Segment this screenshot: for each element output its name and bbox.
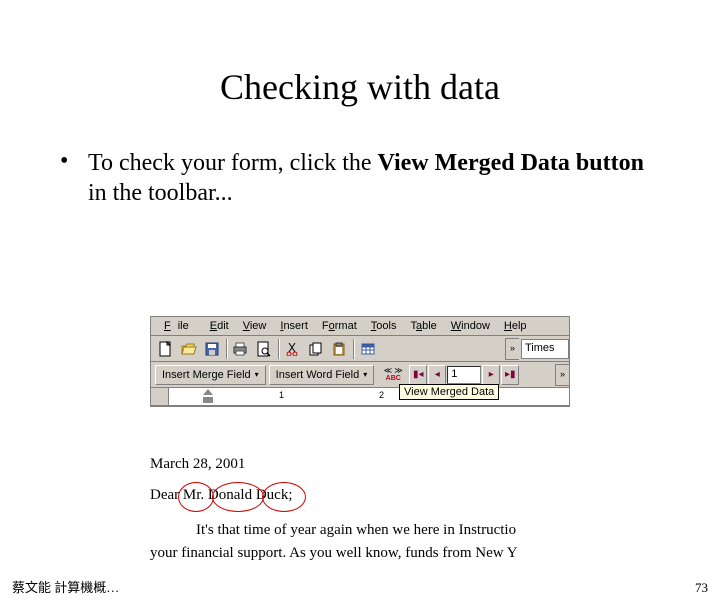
menu-table[interactable]: Table [403, 318, 443, 334]
doc-body-1: It's that time of year again when we her… [196, 522, 650, 539]
paste-button[interactable] [328, 338, 350, 360]
first-record-button[interactable]: ▮◂ [409, 365, 427, 385]
new-doc-icon [159, 341, 173, 357]
view-merged-data-button[interactable]: ≪ ≫ ABC [380, 364, 406, 386]
greeting-first: Donald [208, 487, 252, 503]
insert-table-button[interactable] [357, 338, 379, 360]
save-button[interactable] [201, 338, 223, 360]
copy-icon [309, 342, 323, 356]
cut-icon [286, 342, 300, 356]
doc-greeting: Dear Mr. Donald Duck; [150, 487, 650, 504]
paste-icon [332, 342, 346, 356]
menu-help[interactable]: Help [497, 318, 534, 334]
mailmerge-overflow[interactable]: » [555, 364, 569, 386]
ruler[interactable]: 1 2 3 [151, 388, 569, 406]
hanging-indent-marker[interactable] [203, 397, 213, 403]
menu-edit[interactable]: Edit [203, 318, 236, 334]
slide-number: 73 [695, 580, 708, 596]
separator [278, 339, 280, 359]
menu-tools[interactable]: Tools [364, 318, 404, 334]
bullet-suffix: in the toolbar... [88, 180, 233, 206]
first-line-indent-marker[interactable] [203, 389, 213, 395]
open-button[interactable] [178, 338, 200, 360]
doc-body-2: your financial support. As you well know… [150, 545, 650, 562]
save-icon [205, 342, 219, 356]
mailmerge-toolbar: Insert Merge Field▾ Insert Word Field▾ ≪… [151, 362, 569, 388]
cut-button[interactable] [282, 338, 304, 360]
record-number-box[interactable]: 1 [447, 366, 481, 384]
last-record-button[interactable]: ▸▮ [501, 365, 519, 385]
print-preview-icon [257, 341, 271, 357]
word-screenshot: File Edit View Insert Format Tools Table… [150, 316, 570, 407]
menu-format[interactable]: Format [315, 318, 364, 334]
greeting-last: Duck [256, 487, 289, 503]
toolbar-overflow[interactable]: » [505, 338, 519, 360]
font-name-box[interactable]: Times [521, 339, 569, 359]
separator [353, 339, 355, 359]
document-snippet: March 28, 2001 Dear Mr. Donald Duck; It'… [150, 456, 650, 568]
menu-insert[interactable]: Insert [273, 318, 315, 334]
table-icon [361, 343, 375, 355]
bullet-prefix: To check your form, click the [88, 150, 378, 176]
separator [226, 339, 228, 359]
doc-date: March 28, 2001 [150, 456, 650, 473]
view-merged-data-tooltip: View Merged Data [399, 384, 499, 400]
menu-view[interactable]: View [236, 318, 274, 334]
open-icon [181, 342, 197, 356]
standard-toolbar: » Times [151, 336, 569, 362]
copy-button[interactable] [305, 338, 327, 360]
print-button[interactable] [230, 338, 252, 360]
ruler-mark-2: 2 [379, 390, 384, 400]
bullet-marker: • [60, 148, 88, 208]
print-icon [233, 342, 249, 356]
ruler-mark-1: 1 [279, 390, 284, 400]
bullet-bold: View Merged Data button [378, 150, 644, 176]
slide-title: Checking with data [0, 66, 720, 108]
bullet-text: To check your form, click the View Merge… [88, 148, 660, 208]
menu-file[interactable]: File [157, 318, 203, 334]
footer-left: 蔡文能 計算機概… [12, 577, 119, 596]
bullet-block: • To check your form, click the View Mer… [60, 148, 660, 208]
greeting-suffix: ; [288, 487, 292, 503]
print-preview-button[interactable] [253, 338, 275, 360]
new-doc-button[interactable] [155, 338, 177, 360]
abc-icon: ABC [386, 375, 401, 382]
next-record-button[interactable]: ▸ [482, 365, 500, 385]
insert-merge-field-label: Insert Merge Field [162, 369, 251, 381]
menubar: File Edit View Insert Format Tools Table… [151, 317, 569, 336]
menu-window[interactable]: Window [444, 318, 497, 334]
prev-record-button[interactable]: ◂ [428, 365, 446, 385]
insert-word-field-button[interactable]: Insert Word Field▾ [269, 365, 375, 385]
insert-merge-field-button[interactable]: Insert Merge Field▾ [155, 365, 266, 385]
insert-word-field-label: Insert Word Field [276, 369, 360, 381]
greeting-prefix: Dear Mr. [150, 487, 204, 503]
